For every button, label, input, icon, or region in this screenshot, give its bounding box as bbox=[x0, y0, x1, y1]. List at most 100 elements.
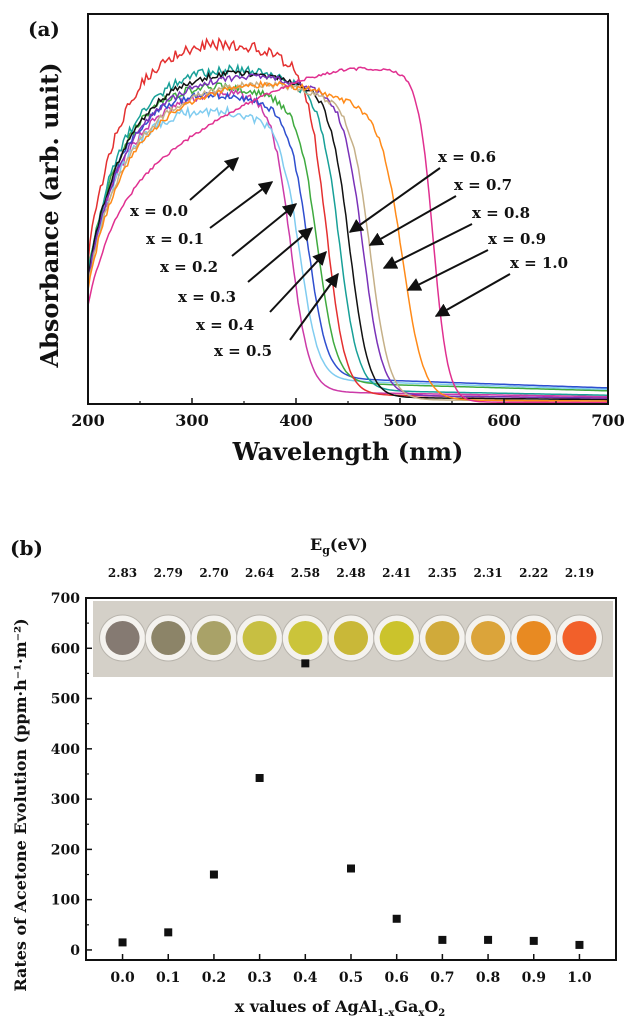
annotation-arrow bbox=[209, 181, 274, 229]
series-label: x = 0.1 bbox=[146, 230, 204, 248]
annotation-arrow bbox=[382, 223, 473, 269]
annotation-arrow bbox=[289, 272, 339, 341]
series-label: x = 0.4 bbox=[196, 316, 254, 334]
bandgap-value: 2.58 bbox=[291, 566, 320, 580]
y-tick-label: 300 bbox=[51, 792, 80, 808]
rate-point bbox=[118, 938, 127, 947]
x-tick-label: 0.1 bbox=[156, 970, 180, 986]
annotation-arrow bbox=[348, 167, 441, 233]
sample-solution bbox=[471, 621, 506, 655]
x-tick-label: 1.0 bbox=[567, 970, 592, 986]
series-label: x = 0.9 bbox=[488, 230, 546, 248]
x-tick-label: 700 bbox=[591, 411, 624, 430]
x-tick-label: 0.0 bbox=[110, 970, 135, 986]
x-tick-label: 0.8 bbox=[476, 970, 500, 986]
absorbance-curve bbox=[87, 90, 609, 389]
y-tick-label: 200 bbox=[51, 842, 80, 858]
x-tick-label: 400 bbox=[279, 411, 312, 430]
rate-points bbox=[118, 659, 584, 949]
panel-a-tag: (a) bbox=[28, 17, 60, 41]
bandgap-value: 2.19 bbox=[565, 566, 594, 580]
sample-solution bbox=[562, 621, 597, 655]
sample-solution bbox=[105, 621, 140, 655]
bandgap-value: 2.79 bbox=[154, 566, 183, 580]
absorbance-curve bbox=[87, 82, 608, 392]
rate-point bbox=[575, 940, 584, 949]
x-tick-label: 200 bbox=[71, 411, 104, 430]
y-tick-label: 100 bbox=[51, 893, 80, 909]
bandgap-value: 2.41 bbox=[382, 566, 411, 580]
absorbance-curve bbox=[87, 73, 608, 399]
absorbance-curve bbox=[87, 88, 608, 398]
panel-b-tag: (b) bbox=[10, 536, 43, 560]
absorbance-curve bbox=[87, 104, 609, 391]
bandgap-value: 2.22 bbox=[519, 566, 548, 580]
y-tick-label: 600 bbox=[51, 641, 80, 657]
bandgap-value: 2.70 bbox=[199, 566, 228, 580]
absorbance-curves bbox=[87, 36, 609, 404]
bandgap-labels: 2.83 2.79 2.70 2.64 2.58 2.48 2.41 2.35 2.31 2.22… bbox=[108, 566, 594, 580]
series-label: x = 0.3 bbox=[178, 288, 236, 306]
panel-b-axes: 0 100 200 300 400 500 600 700 0.0 0.1 0.2 0.3 0.4 0.5… bbox=[51, 591, 617, 986]
bandgap-value: 2.35 bbox=[428, 566, 457, 580]
x-tick-label: 600 bbox=[487, 411, 520, 430]
series-label: x = 0.7 bbox=[454, 176, 512, 194]
annotation-arrow bbox=[189, 157, 240, 201]
sample-photo-strip bbox=[93, 601, 613, 677]
absorbance-curve bbox=[87, 66, 608, 404]
bandgap-value: 2.83 bbox=[108, 566, 137, 580]
bandgap-value: 2.64 bbox=[245, 566, 274, 580]
sample-solution bbox=[151, 621, 186, 655]
rate-point bbox=[438, 935, 447, 944]
rate-point bbox=[392, 914, 401, 923]
y-tick-label: 400 bbox=[51, 742, 80, 758]
panel-a-y-axis-title: Absorbance (arb. unit) bbox=[35, 62, 64, 368]
panel-b-x-axis-title: x values of AgAl1-xGaxO2 bbox=[235, 997, 445, 1019]
x-tick-label: 0.5 bbox=[339, 970, 363, 986]
rate-point bbox=[209, 870, 218, 879]
x-tick-label: 500 bbox=[383, 411, 416, 430]
rate-point bbox=[164, 928, 173, 937]
absorbance-curve bbox=[87, 79, 608, 402]
rate-point bbox=[347, 864, 355, 873]
x-tick-label: 0.7 bbox=[430, 970, 454, 986]
series-label: x = 0.6 bbox=[438, 148, 496, 166]
panel-a-x-ticks: 200 300 400 500 600 700 bbox=[71, 398, 625, 430]
panel-b-y-axis-title: Rates of Acetone Evolution (ppm·h⁻¹·m⁻²) bbox=[11, 618, 30, 991]
annotation-arrow bbox=[406, 249, 489, 291]
series-label: x = 0.2 bbox=[160, 258, 218, 276]
x-tick-label: 300 bbox=[175, 411, 208, 430]
sample-solution bbox=[288, 621, 323, 655]
sample-solution bbox=[242, 621, 277, 655]
series-annotations: x = 0.0 x = 0.1 x = 0.2 x = 0.3 x = 0.4 x = 0… bbox=[130, 148, 568, 360]
series-label: x = 0.0 bbox=[130, 202, 188, 220]
rate-point bbox=[301, 659, 310, 668]
sample-solution bbox=[425, 621, 460, 655]
bandgap-value: 2.31 bbox=[473, 566, 502, 580]
sample-solution bbox=[334, 621, 368, 655]
y-tick-label: 0 bbox=[70, 943, 80, 959]
y-tick-label: 500 bbox=[51, 692, 80, 708]
series-label: x = 1.0 bbox=[510, 254, 568, 272]
rate-point bbox=[484, 935, 493, 944]
top-axis-title: Eg(eV) bbox=[310, 535, 368, 557]
annotation-arrow bbox=[368, 195, 457, 246]
annotation-arrow bbox=[269, 250, 327, 313]
x-tick-label: 0.4 bbox=[293, 970, 318, 986]
x-tick-label: 0.9 bbox=[522, 970, 546, 986]
bandgap-value: 2.48 bbox=[336, 566, 365, 580]
sample-solution bbox=[516, 621, 551, 655]
x-tick-label: 0.3 bbox=[247, 970, 271, 986]
x-tick-label: 0.2 bbox=[202, 970, 226, 986]
absorbance-curve bbox=[87, 62, 608, 396]
y-tick-label: 700 bbox=[51, 591, 80, 607]
sample-solution bbox=[379, 621, 414, 655]
annotation-arrow bbox=[247, 227, 314, 283]
series-label: x = 0.8 bbox=[472, 204, 530, 222]
sample-solution bbox=[196, 621, 231, 655]
panel-a-x-axis-title: Wavelength (nm) bbox=[232, 437, 464, 466]
annotation-arrow bbox=[434, 273, 511, 317]
rate-point bbox=[529, 936, 538, 945]
series-label: x = 0.5 bbox=[214, 342, 272, 360]
